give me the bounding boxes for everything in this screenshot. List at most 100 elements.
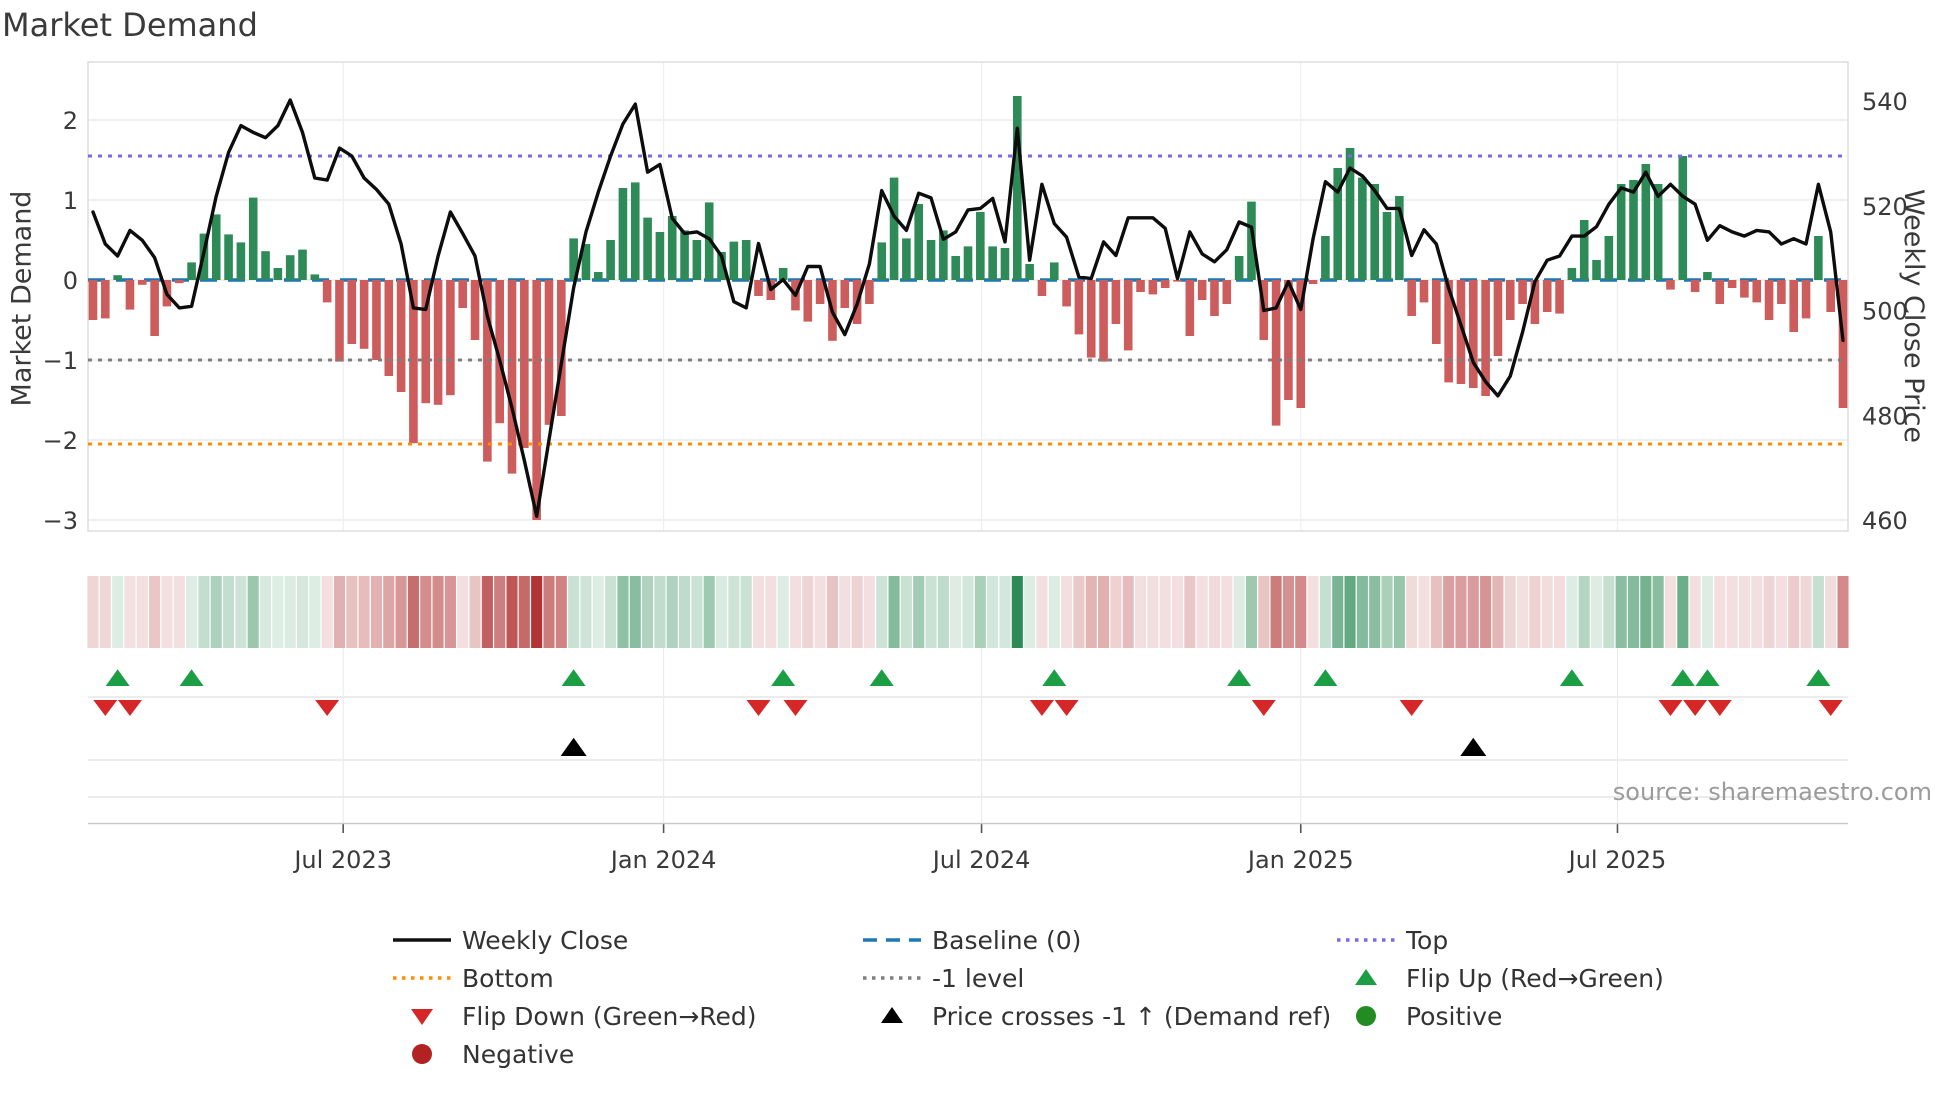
demand-bar bbox=[532, 280, 541, 520]
demand-bar bbox=[1234, 256, 1244, 280]
demand-bar bbox=[1764, 280, 1774, 320]
demand-bar bbox=[520, 280, 529, 448]
demand-bar bbox=[1308, 280, 1318, 284]
tri_up-swatch-icon bbox=[1355, 969, 1377, 985]
demand-bar bbox=[1604, 236, 1614, 280]
price-line bbox=[91, 98, 1845, 518]
heatmap-cell bbox=[1492, 576, 1504, 648]
heatmap-cell bbox=[124, 576, 136, 648]
demand-bar bbox=[1086, 280, 1096, 358]
demand-bar bbox=[1160, 280, 1170, 288]
demand-bar bbox=[211, 214, 221, 280]
heatmap-cell bbox=[1455, 576, 1467, 648]
demand-bar bbox=[1271, 280, 1281, 426]
demand-bar bbox=[150, 280, 159, 336]
demand-bar bbox=[1148, 280, 1158, 295]
legend-item-label: Flip Down (Green→Red) bbox=[462, 1001, 757, 1031]
x-axis-tick: Jan 2024 bbox=[609, 846, 717, 874]
demand-bar bbox=[1123, 280, 1133, 351]
flip-up-icon bbox=[1806, 669, 1831, 686]
demand-bar bbox=[1567, 268, 1577, 280]
demand-bar bbox=[1468, 280, 1478, 388]
heatmap-cell bbox=[1098, 576, 1110, 648]
marker-panel bbox=[88, 648, 1848, 825]
flip-up-icon bbox=[179, 669, 204, 686]
heatmap-cell bbox=[937, 576, 949, 648]
heatmap-cell bbox=[555, 576, 567, 648]
heatmap-cell bbox=[1430, 576, 1442, 648]
heatmap-cell bbox=[888, 576, 900, 648]
heatmap-cell bbox=[1011, 576, 1023, 648]
flip-down-icon bbox=[783, 700, 808, 716]
demand-bar bbox=[1185, 280, 1195, 336]
flip-down-icon bbox=[1054, 700, 1079, 716]
heatmap-cell bbox=[1578, 576, 1590, 648]
heatmap-cell bbox=[1788, 576, 1800, 648]
heatmap-cell bbox=[1554, 576, 1566, 648]
demand-bar bbox=[421, 280, 431, 404]
heatmap-cell bbox=[444, 576, 456, 648]
demand-bar bbox=[1814, 236, 1823, 280]
heatmap-cell bbox=[913, 576, 925, 648]
flip-down-icon bbox=[93, 700, 118, 716]
flip-down-icon bbox=[1818, 700, 1843, 716]
heatmap-cell bbox=[1541, 576, 1553, 648]
heatmap-cell bbox=[1640, 576, 1652, 648]
left-axis-tick: −2 bbox=[43, 427, 78, 455]
legend-item: Flip Down (Green→Red) bbox=[387, 1001, 757, 1031]
demand-bar bbox=[285, 255, 295, 280]
heatmap-cell bbox=[728, 576, 740, 648]
demand-bar bbox=[1518, 280, 1527, 304]
heatmap-cell bbox=[1344, 576, 1356, 648]
demand-bar bbox=[840, 280, 850, 308]
demand-bar bbox=[1358, 177, 1367, 280]
heatmap-cell bbox=[1024, 576, 1036, 648]
demand-bar bbox=[889, 177, 899, 280]
heatmap-cell bbox=[1110, 576, 1122, 648]
legend-item-label: Baseline (0) bbox=[932, 925, 1082, 955]
flip-down-icon bbox=[746, 700, 771, 716]
heatmap-cell bbox=[1603, 576, 1615, 648]
heatmap-cell bbox=[296, 576, 309, 648]
heatmap-cell bbox=[1738, 576, 1750, 648]
demand-bar bbox=[1419, 280, 1429, 303]
demand-bar bbox=[1752, 280, 1762, 303]
demand-bar bbox=[1826, 280, 1835, 312]
demand-bar bbox=[384, 280, 394, 376]
demand-bar bbox=[1678, 156, 1688, 280]
heatmap-cell bbox=[370, 576, 383, 648]
demand-bar bbox=[1555, 280, 1564, 314]
demand-bar bbox=[236, 242, 246, 280]
heatmap-cell bbox=[223, 576, 235, 648]
demand-bar bbox=[1345, 148, 1355, 280]
demand-bar bbox=[569, 238, 578, 280]
heatmap-cell bbox=[358, 576, 370, 648]
demand-bar bbox=[630, 182, 640, 280]
demand-bar bbox=[322, 280, 332, 303]
heatmap-cell bbox=[407, 576, 419, 648]
heatmap-cell bbox=[112, 576, 124, 648]
demand-bar bbox=[1444, 280, 1453, 383]
demand-bar bbox=[1210, 280, 1219, 316]
heatmap-cell bbox=[1566, 576, 1578, 648]
demand-bar bbox=[458, 280, 468, 308]
demand-bar bbox=[606, 240, 615, 280]
heatmap-cell bbox=[580, 576, 592, 648]
x-axis-tick: Jan 2025 bbox=[1246, 846, 1354, 874]
demand-bar bbox=[507, 280, 517, 474]
dot-swatch-icon bbox=[1337, 938, 1395, 942]
legend-item-label: Flip Up (Red→Green) bbox=[1406, 963, 1664, 993]
demand-bar bbox=[446, 280, 455, 396]
flip-down-icon bbox=[1399, 700, 1424, 716]
heatmap-cell bbox=[1406, 576, 1418, 648]
legend-item: Top bbox=[1331, 925, 1448, 955]
heatmap-cell bbox=[789, 576, 802, 648]
heatmap-cell bbox=[1319, 576, 1331, 648]
demand-bar bbox=[224, 234, 233, 280]
circle-swatch-icon bbox=[412, 1044, 432, 1064]
heatmap-cell bbox=[457, 576, 469, 648]
heatmap-cell bbox=[1048, 576, 1060, 648]
demand-bar bbox=[1370, 184, 1379, 280]
legend-item: Positive bbox=[1331, 1001, 1502, 1031]
demand-bar bbox=[655, 232, 665, 280]
